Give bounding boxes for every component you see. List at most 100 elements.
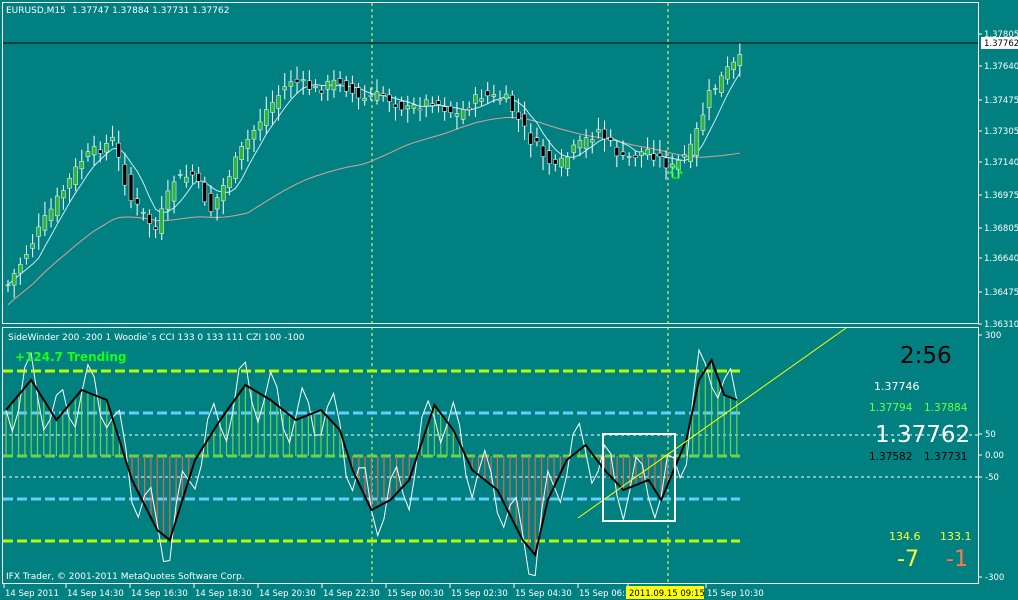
time-tick-label: 14 Sep 20:30	[259, 589, 316, 599]
candle-body	[669, 163, 675, 168]
candle-body	[510, 94, 515, 112]
candle-body	[356, 87, 361, 99]
candle-body	[411, 104, 417, 109]
candle-body	[91, 146, 97, 156]
candle-body	[264, 109, 269, 126]
time-tick-label: 14 Sep 14:30	[67, 589, 124, 599]
candle-body	[18, 264, 23, 274]
candle-body	[583, 137, 589, 150]
candle-body	[590, 139, 595, 143]
crosshair-time-tag	[626, 586, 704, 599]
price-readout-upper: 1.37746	[874, 380, 920, 393]
price-tick-label: 1.36805	[984, 224, 1018, 234]
candlestick-series	[5, 43, 743, 298]
price-tick-label: 1.36975	[984, 191, 1018, 201]
candle-body	[147, 214, 152, 224]
candle-body	[682, 154, 687, 158]
candle-body	[98, 149, 103, 154]
candle-body	[516, 111, 521, 120]
candle-body	[54, 195, 60, 217]
price-tick-label: 1.37305	[984, 127, 1018, 137]
copyright-text: IFX Trader, © 2001-2011 MetaQuotes Softw…	[6, 572, 245, 582]
candle-body	[700, 114, 706, 131]
candle-body	[713, 88, 718, 90]
candle-body	[282, 86, 287, 91]
current-price-tag-label: 1.37762	[984, 39, 1018, 49]
woodies-cci-line	[5, 357, 738, 558]
candle-body	[36, 226, 41, 237]
candle-body	[202, 182, 208, 203]
indicator-title: SideWinder 200 -200 1 Woodie`s CCI 133 0…	[8, 332, 305, 343]
candle-body	[645, 148, 650, 156]
candle-body	[257, 121, 263, 131]
candle-body	[602, 128, 607, 140]
candle-body	[460, 109, 466, 120]
candle-body	[393, 103, 398, 108]
cci-value-2: 133.1	[940, 530, 972, 543]
candle-body	[405, 105, 410, 110]
candle-body	[73, 166, 78, 185]
time-axis: 14 Sep 2011 14 Sep 14:30 14 Sep 16:30 14 Se…	[3, 583, 764, 599]
crosshair-time-label: 2011.09.15 09:15	[629, 589, 705, 599]
bar-timer: 2:56	[900, 343, 952, 369]
price-tick-label: 1.37640	[984, 62, 1018, 72]
candle-body	[737, 54, 743, 67]
candle-body	[497, 99, 503, 101]
candle-body	[251, 130, 257, 140]
candle-body	[48, 208, 54, 221]
candle-body	[196, 173, 201, 182]
candle-body	[61, 190, 66, 199]
candle-body	[725, 66, 730, 80]
candle-body	[399, 101, 404, 111]
bid-low-1: 1.37582	[869, 451, 912, 463]
candle-body	[177, 174, 183, 176]
candle-body	[380, 93, 386, 96]
main-chart-border	[2, 2, 979, 324]
delta-value-1: -7	[897, 547, 919, 572]
time-tick-label: 15 Sep 10:30	[707, 589, 764, 599]
pattern-highlight-box[interactable]	[602, 433, 676, 522]
candle-body	[30, 243, 35, 249]
candle-body	[319, 89, 324, 94]
candle-body	[534, 137, 540, 142]
candle-body	[208, 193, 214, 212]
candle-body	[85, 151, 91, 157]
candle-body	[436, 100, 441, 105]
candle-body	[626, 156, 632, 158]
candle-body	[300, 79, 306, 82]
candle-body	[116, 142, 121, 158]
candle-body	[184, 176, 189, 183]
price-tick-label: 1.36310	[984, 320, 1018, 330]
candle-body	[430, 103, 435, 106]
candle-body	[423, 99, 429, 107]
trend-status: +124.7 Trending	[15, 350, 127, 364]
time-tick-label: 14 Sep 2011	[5, 589, 59, 599]
candle-body	[233, 156, 238, 179]
delta-value-2: -1	[946, 547, 968, 572]
candle-body	[5, 284, 11, 287]
candle-body	[270, 102, 275, 113]
candle-body	[620, 151, 626, 156]
indicator-tick-label: 0.00	[985, 451, 1004, 461]
candle-body	[608, 137, 613, 141]
candle-body	[42, 215, 48, 231]
candle-body	[325, 80, 331, 90]
candle-body	[221, 185, 226, 202]
candle-body	[331, 79, 337, 91]
candle-body	[245, 139, 251, 149]
candle-body	[657, 152, 663, 157]
candle-body	[67, 177, 72, 189]
candle-body	[479, 98, 484, 102]
candle-body	[159, 208, 164, 234]
time-tick-label: 15 Sep 04:30	[515, 589, 572, 599]
indicator-axis: 300 50 0.00 -50 -300	[978, 331, 1004, 583]
candle-body	[239, 145, 244, 160]
trendline[interactable]	[577, 327, 847, 519]
up-arrow-icon	[668, 165, 684, 179]
price-tick-label: 1.37140	[984, 158, 1018, 168]
candle-body	[344, 80, 349, 92]
symbol-timeframe: EURUSD,M15	[6, 6, 66, 16]
ohlc-values: 1.37747 1.37884 1.37731 1.37762	[72, 6, 229, 16]
candle-body	[122, 164, 128, 186]
